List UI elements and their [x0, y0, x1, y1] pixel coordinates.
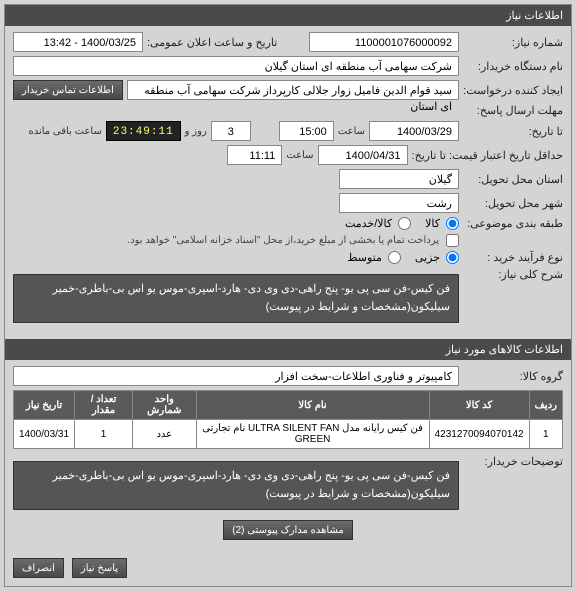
checkbox-partial-pay[interactable]: پرداخت تمام يا بخشی از مبلغ خريد،از محل …: [127, 234, 459, 247]
countdown-timer: 23:49:11: [106, 121, 181, 141]
field-price-time: 11:11: [227, 145, 282, 165]
label-day: روز و: [185, 126, 207, 137]
view-attachments-button[interactable]: مشاهده مدارک پيوستی (2): [223, 520, 353, 540]
radio-goods-input[interactable]: [446, 217, 459, 230]
label-to-date: تا تاريخ:: [463, 125, 563, 138]
table-cell: فن کيس رايانه مدل ULTRA SILENT FAN نام ت…: [196, 420, 429, 449]
label-time-1: ساعت: [338, 126, 365, 137]
table-header: کد کالا: [429, 391, 529, 420]
table-cell: 1400/03/31: [14, 420, 75, 449]
label-province: استان محل تحويل:: [463, 173, 563, 186]
radio-service-input[interactable]: [398, 217, 411, 230]
field-need-number: 1100001076000092: [309, 32, 459, 52]
table-header: نام کالا: [196, 391, 429, 420]
label-public-datetime: تاريخ و ساعت اعلان عمومی:: [147, 36, 277, 49]
contact-info-button[interactable]: اطلاعات تماس خريدار: [13, 80, 123, 100]
radio-mid-input[interactable]: [388, 251, 401, 264]
field-goods-group: کامپيوتر و فناوری اطلاعات-سخت افزار: [13, 366, 459, 386]
table-cell: 1: [75, 420, 133, 449]
field-main-desc: فن کيس-فن سی پی يو- پنج راهی-دی وی دی- ه…: [13, 274, 459, 323]
field-reply-time: 15:00: [279, 121, 334, 141]
table-cell: 4231270094070142: [429, 420, 529, 449]
label-remaining: ساعت باقی مانده: [28, 126, 101, 137]
field-province: گيلان: [339, 169, 459, 189]
table-cell: عدد: [133, 420, 196, 449]
section-need-info: اطلاعات نياز: [5, 5, 571, 26]
table-header: رديف: [529, 391, 562, 420]
table-header: واحد شمارش: [133, 391, 196, 420]
checkbox-partial-pay-input[interactable]: [446, 234, 459, 247]
radio-service[interactable]: کالا/خدمت: [345, 217, 411, 230]
label-reply-deadline: مهلت ارسال پاسخ:: [463, 104, 563, 117]
label-buyer-notes: توضيحات خريدار:: [463, 455, 563, 468]
radio-low[interactable]: جزيی: [415, 251, 459, 264]
cancel-button[interactable]: انصراف: [13, 558, 64, 578]
table-cell: 1: [529, 420, 562, 449]
field-price-date: 1400/04/31: [318, 145, 408, 165]
field-buyer-notes: فن کيس-فن سی پی يو- پنج راهی-دی وی دی- ه…: [13, 461, 459, 510]
field-creator: سيد قوام الدين فاميل زوار جلالی کارپرداز…: [127, 80, 459, 100]
field-reply-days: 3: [211, 121, 251, 141]
label-buy-process: نوع فرآيند خريد :: [463, 251, 563, 264]
label-buyer-org: نام دستگاه خريدار:: [463, 60, 563, 73]
radio-low-input[interactable]: [446, 251, 459, 264]
table-row[interactable]: 14231270094070142فن کيس رايانه مدل ULTRA…: [14, 420, 563, 449]
label-time-2: ساعت: [286, 150, 313, 161]
field-buyer-org: شرکت سهامی آب منطقه ای استان گيلان: [13, 56, 459, 76]
buy-process-radios: جزيی متوسط: [347, 251, 459, 264]
answer-button[interactable]: پاسخ نياز: [72, 558, 127, 578]
radio-goods[interactable]: کالا: [425, 217, 459, 230]
label-creator: ايجاد کننده درخواست:: [463, 84, 563, 97]
table-header: تاريخ نياز: [14, 391, 75, 420]
label-price-deadline: حداقل تاريخ اعتبار قيمت: تا تاريخ:: [412, 149, 563, 162]
group-type-radios: کالا کالا/خدمت: [345, 217, 459, 230]
label-goods-group: گروه کالا:: [463, 370, 563, 383]
table-header: تعداد / مقدار: [75, 391, 133, 420]
label-group-type: طبقه بندی موضوعی:: [463, 217, 563, 230]
field-reply-date: 1400/03/29: [369, 121, 459, 141]
label-main-desc: شرح کلی نياز:: [463, 268, 563, 281]
radio-mid[interactable]: متوسط: [347, 251, 401, 264]
label-city: شهر محل تحويل:: [463, 197, 563, 210]
items-table: رديفکد کالانام کالاواحد شمارشتعداد / مقد…: [13, 390, 563, 449]
section-items-info: اطلاعات کالاهای مورد نياز: [5, 339, 571, 360]
field-public-datetime: 1400/03/25 - 13:42: [13, 32, 143, 52]
field-city: رشت: [339, 193, 459, 213]
label-need-number: شماره نياز:: [463, 36, 563, 49]
